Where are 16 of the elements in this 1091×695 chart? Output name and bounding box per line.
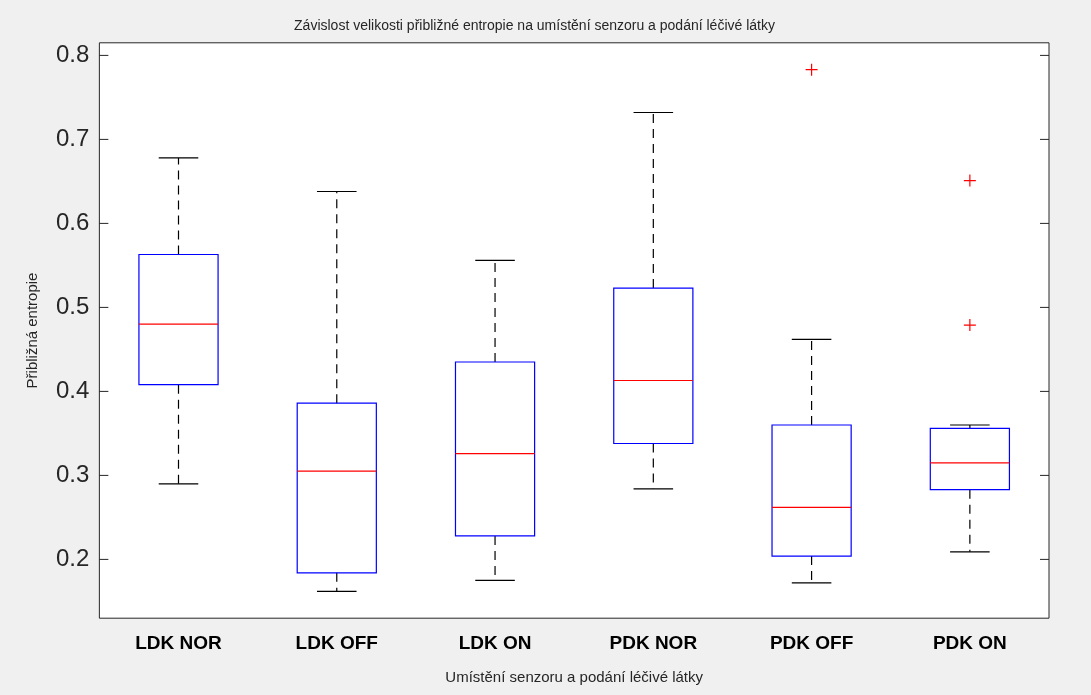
x-tick-label: LDK OFF: [295, 631, 378, 653]
x-tick-label: LDK ON: [458, 631, 532, 653]
y-tick-label: 0.2: [55, 544, 90, 572]
x-tick-label: PDK ON: [932, 631, 1007, 653]
y-tick-label: 0.4: [55, 376, 90, 404]
y-tick-label: 0.3: [55, 460, 90, 488]
x-tick-label: PDK NOR: [609, 631, 698, 653]
y-tick-label: 0.6: [55, 208, 90, 236]
y-tick-label: 0.5: [55, 292, 90, 320]
chart-title: Závislost velikosti přibližné entropie na umístění senzoru a podání léčivé látky: [294, 17, 775, 34]
y-tick-label: 0.8: [55, 40, 90, 68]
y-tick-label: 0.7: [55, 124, 90, 152]
x-tick-label: LDK NOR: [135, 631, 223, 653]
y-axis-title: Přibližná entropie: [23, 272, 41, 389]
x-tick-label: PDK OFF: [769, 631, 854, 653]
x-axis-title: Umístění senzoru a podání léčivé látky: [445, 668, 704, 686]
